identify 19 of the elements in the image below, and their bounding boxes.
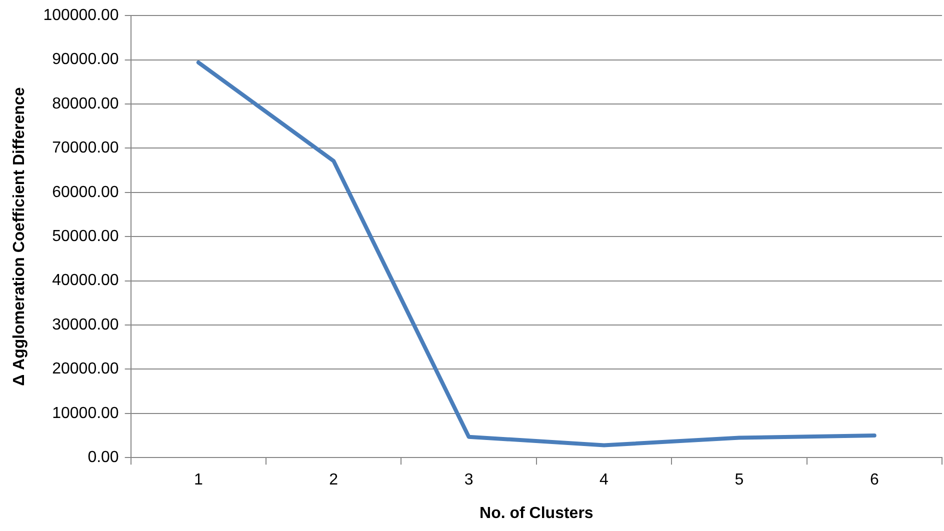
y-tick-label: 40000.00 [52,272,119,290]
x-tick-label: 6 [870,472,879,489]
y-tick-label: 20000.00 [52,360,119,378]
x-tick-label: 5 [734,472,744,489]
y-tick-label: 80000.00 [52,95,119,112]
x-tick-label: 4 [600,472,609,489]
x-tick-label: 3 [464,472,474,489]
x-tick-label: 1 [194,472,203,489]
y-tick-label: 60000.00 [52,184,119,201]
y-tick-label: 90000.00 [52,51,119,68]
y-tick-label: 50000.00 [52,228,119,246]
x-tick-label: 2 [329,472,338,489]
y-tick-label: 0.00 [88,449,119,466]
y-tick-label: 70000.00 [52,140,119,157]
y-tick-label: 30000.00 [52,316,119,334]
x-axis-title: No. of Clusters [480,504,594,522]
y-tick-label: 100000.00 [43,7,119,24]
y-axis-title: Δ Agglomeration Coefficient Difference [11,87,28,386]
y-tick-label: 10000.00 [52,404,119,422]
